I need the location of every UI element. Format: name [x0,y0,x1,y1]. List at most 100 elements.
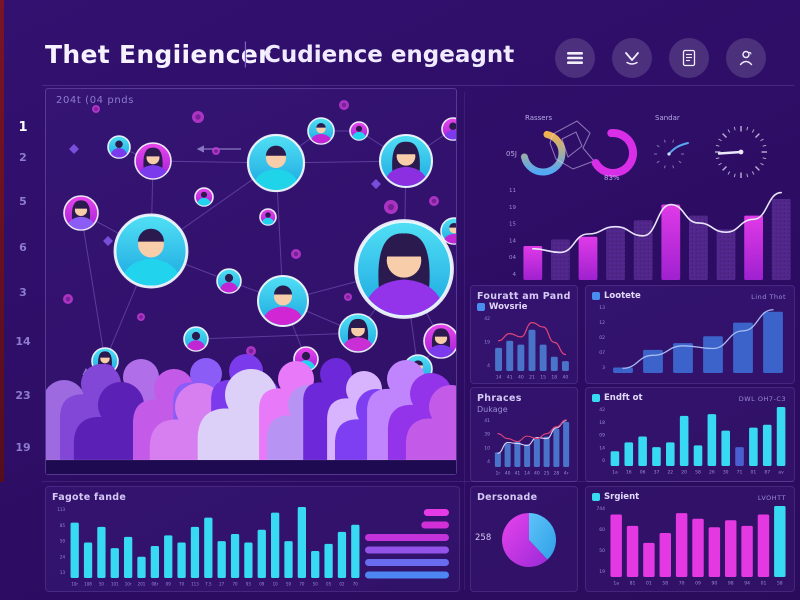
svg-text:20: 20 [681,470,687,476]
left-axis-value: 1 [18,120,28,135]
legend-swatch [477,303,485,311]
svg-text:05: 05 [326,582,332,587]
svg-text:08r: 08r [151,582,158,587]
panel-title: Phraces [477,393,522,404]
left-axis-value: 23 [15,389,31,402]
panel-legend: Srgient [592,492,792,502]
app-brand: Thet Engiiencer [45,40,271,69]
corner-label: DWL OH7-C3 [738,395,786,403]
svg-text:4: 4 [513,272,517,278]
document-icon [682,49,696,67]
fouratt-bar-chart: 42 19 4 14 41 40 21 15 18 40 [484,316,569,381]
engagement-trend-chart: 11 19 15 14 04 4 [509,188,791,280]
bottom-rule [42,481,794,482]
srgient-bar-chart: 744 60 50 19 1a 81 01 58 70 09 90 98 94 01 58 [596,506,786,587]
legend-swatch [592,292,600,300]
svg-text:70: 70 [353,582,359,587]
audience-network-visualization [46,100,456,474]
svg-text:39: 39 [484,432,490,438]
svg-text:05J: 05J [506,150,517,158]
svg-text:01: 01 [751,470,757,476]
svg-text:02: 02 [599,335,605,341]
legend-swatch [592,394,600,402]
svg-text:01: 01 [646,581,652,587]
panel-phraces: Phraces Dukage 41 39 10 4 1r 40 41 14 40 25 28 4r [470,387,578,482]
check-button[interactable] [612,38,652,78]
check-chevron-icon [625,52,639,65]
left-axis-value: 19 [15,441,31,454]
svg-text:13: 13 [599,305,605,311]
svg-text:7.5: 7.5 [205,582,212,587]
svg-text:40: 40 [534,471,540,477]
profile-button[interactable] [726,38,766,78]
svg-text:40: 40 [505,471,511,477]
svg-text:201: 201 [138,582,146,587]
svg-text:70: 70 [679,581,685,587]
svg-text:14: 14 [524,471,530,477]
svg-text:14: 14 [599,445,605,451]
svg-text:113: 113 [191,582,199,587]
menu-icon [567,52,583,64]
pie-value-label: 258 [475,533,492,543]
svg-text:37: 37 [654,470,660,476]
endft-bar-chart: 42 18 09 14 0 1a 16 06 37 22 20 58 26 30 71 01 87 av [599,407,786,476]
svg-text:16: 16 [626,470,632,476]
svg-text:42: 42 [599,407,605,413]
header-toolbar [555,38,766,78]
svg-text:15: 15 [540,375,546,381]
svg-text:59: 59 [286,582,292,587]
svg-text:19: 19 [509,205,516,211]
header-divider: | [241,38,250,68]
svg-text:0: 0 [602,458,605,464]
panel-subtitle: Dukage [477,405,508,414]
svg-text:07: 07 [599,350,605,356]
svg-text:81: 81 [630,581,636,587]
corner-label: Lind Thot [751,293,786,301]
svg-text:60: 60 [599,527,605,533]
panel-title: Fagote fande [52,492,127,503]
left-axis-value: 3 [19,286,27,299]
menu-button[interactable] [555,38,595,78]
svg-text:09: 09 [166,582,172,587]
svg-text:113: 113 [57,507,65,512]
svg-text:71: 71 [737,470,743,476]
left-accent-stripe [0,0,4,482]
svg-text:41: 41 [515,471,521,477]
svg-text:10r: 10r [71,582,78,587]
svg-text:744: 744 [596,506,605,512]
document-button[interactable] [669,38,709,78]
svg-text:42: 42 [484,316,490,322]
svg-text:58: 58 [695,470,701,476]
svg-text:4r: 4r [564,471,569,477]
left-axis-value: 5 [19,195,27,208]
page-title: Cudience engeagnt [264,42,515,68]
svg-text:50: 50 [599,548,605,554]
panel-legend: Wovsrie [477,302,575,312]
svg-text:98: 98 [728,581,734,587]
svg-text:24: 24 [60,554,66,559]
svg-text:10r: 10r [125,582,132,587]
svg-text:4: 4 [487,363,490,369]
gauge-row: Rassers 05J 83% Sandar [506,114,767,182]
svg-text:1r: 1r [496,471,501,477]
svg-text:18: 18 [551,375,557,381]
svg-text:50: 50 [60,539,66,544]
left-axis-value: 2 [19,151,27,164]
svg-text:70: 70 [299,582,305,587]
panel-legend: Lootete [592,291,792,301]
panel-endft: Endft ot DWL OH7-C3 42 18 09 14 0 1a 16 06 37 22 2… [585,387,795,482]
panel-srgient: Srgient LVOHTT 744 60 50 19 1a 81 01 58 70 09 90 98… [585,486,795,592]
svg-text:14: 14 [509,238,516,244]
svg-text:87: 87 [764,470,770,476]
legend-label: Srgient [604,492,640,502]
svg-text:12: 12 [599,320,605,326]
svg-text:40: 40 [518,375,524,381]
panel-lootete: Lootete Lind Thot 13 12 02 07 3 [585,285,795,384]
svg-text:04: 04 [509,255,516,261]
svg-text:09: 09 [259,582,265,587]
svg-text:10: 10 [484,445,490,451]
svg-text:83%: 83% [604,174,620,182]
svg-text:85: 85 [60,523,66,528]
dersonade-pie-chart [502,513,556,567]
panel-dersonade: Dersonade 258 [470,486,578,592]
